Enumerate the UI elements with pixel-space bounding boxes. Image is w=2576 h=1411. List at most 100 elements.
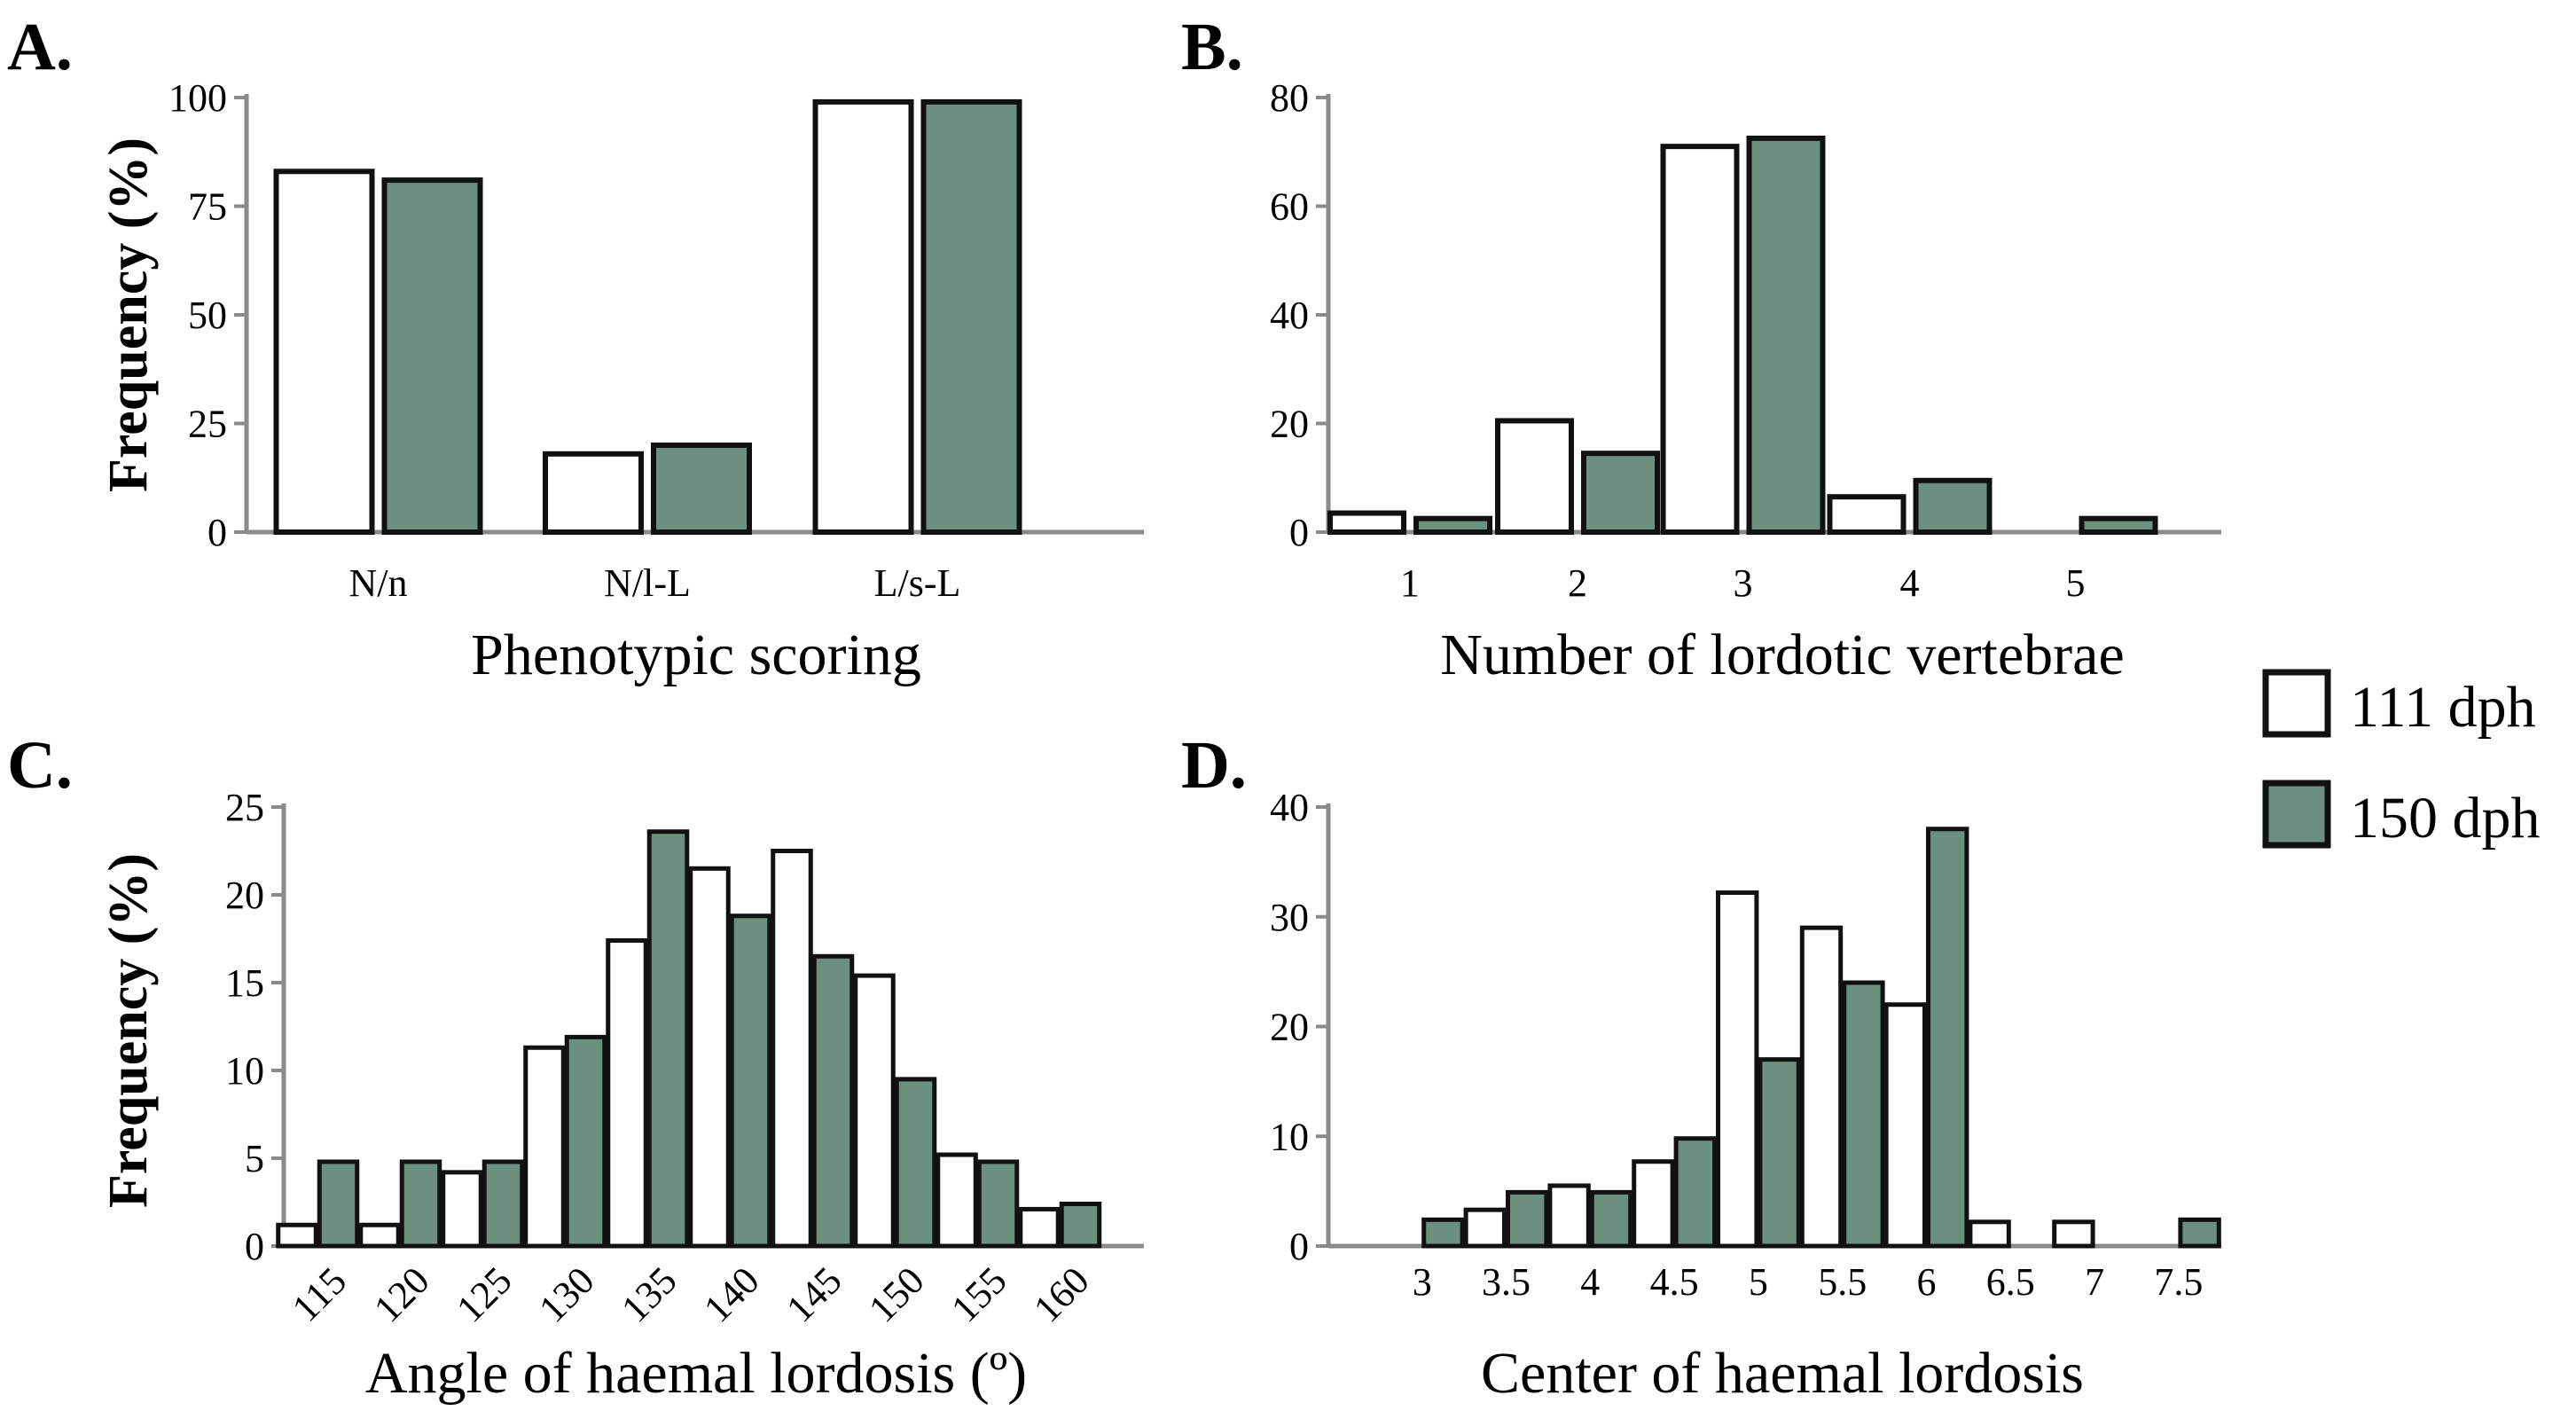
x-axis-label: Number of lordotic vertebrae <box>1440 623 2125 687</box>
y-tick-label: 20 <box>1270 403 1309 446</box>
x-tick-label: 120 <box>365 1258 437 1330</box>
y-axis-label: Frequency (%) <box>98 853 159 1208</box>
bar-150-dph <box>1581 451 1660 535</box>
bar-150-dph <box>894 1077 937 1249</box>
bar-111-dph <box>1968 1219 2011 1249</box>
y-tick-label: 25 <box>188 403 227 446</box>
bar-111-dph <box>1018 1206 1061 1249</box>
bar-150-dph <box>2079 515 2158 535</box>
x-tick-label: 160 <box>1025 1258 1097 1330</box>
y-tick-label: 40 <box>1270 294 1309 337</box>
x-tick-label: 7 <box>2085 1260 2104 1304</box>
x-tick-label: 3.5 <box>1482 1260 1531 1304</box>
bar-150-dph <box>1913 477 1993 535</box>
legend-swatch-111-dph <box>2262 669 2331 738</box>
bar-150-dph <box>1758 1057 1801 1249</box>
bar-150-dph <box>1589 1189 1633 1249</box>
x-tick-label: 3 <box>1734 561 1753 605</box>
bar-150-dph <box>729 913 772 1249</box>
bar-150-dph <box>564 1034 607 1249</box>
x-tick-label: 125 <box>448 1258 520 1330</box>
y-tick-label: 75 <box>188 185 227 229</box>
x-tick-label: 155 <box>943 1258 1014 1330</box>
panel-letter: D. <box>1181 728 1247 803</box>
bar-150-dph <box>1842 980 1885 1249</box>
y-tick-label: 100 <box>168 76 227 120</box>
bar-150-dph <box>1059 1201 1102 1249</box>
x-tick-label: N/l-L <box>604 561 691 605</box>
bar-150-dph <box>1413 515 1492 535</box>
bar-150-dph <box>1506 1189 1549 1249</box>
y-tick-label: 15 <box>225 961 264 1005</box>
x-tick-label: 5 <box>2066 561 2086 605</box>
bar-150-dph <box>399 1159 442 1249</box>
y-tick-label: 80 <box>1270 76 1309 120</box>
x-tick-label: 2 <box>1568 561 1587 605</box>
bar-111-dph <box>358 1222 401 1249</box>
x-tick-label: N/n <box>349 561 408 605</box>
bar-111-dph <box>1660 144 1740 535</box>
y-tick-label: 50 <box>188 294 227 337</box>
x-tick-label: 4 <box>1580 1260 1600 1304</box>
bar-111-dph <box>273 169 375 536</box>
bar-150-dph <box>317 1159 360 1249</box>
bar-111-dph <box>543 451 644 535</box>
bar-111-dph <box>1327 510 1406 535</box>
bar-111-dph <box>1716 890 1759 1249</box>
bar-111-dph <box>1883 1002 1928 1249</box>
bar-111-dph <box>2052 1219 2095 1249</box>
x-axis-label: Center of haemal lordosis <box>1481 1341 2084 1406</box>
bar-111-dph <box>688 866 731 1249</box>
x-axis-label: Angle of haemal lordosis (º) <box>365 1341 1027 1406</box>
x-tick-label: 6 <box>1917 1260 1937 1304</box>
y-tick-label: 0 <box>207 511 227 554</box>
panel-letter: C. <box>7 728 73 803</box>
bar-150-dph <box>1673 1136 1717 1249</box>
bar-111-dph <box>1463 1207 1507 1249</box>
y-tick-label: 40 <box>1270 786 1309 829</box>
bar-111-dph <box>606 937 648 1249</box>
x-tick-label: L/s-L <box>874 561 961 605</box>
x-tick-label: 135 <box>613 1258 685 1330</box>
bar-150-dph <box>811 953 855 1249</box>
bar-150-dph <box>2178 1217 2221 1249</box>
y-tick-label: 0 <box>1289 511 1309 554</box>
bar-150-dph <box>976 1159 1020 1249</box>
x-tick-label: 6.5 <box>1986 1260 2035 1304</box>
panel-b: B. 0 20 40 60 80 Number of lordotic vertebrae 1… <box>1181 10 2221 687</box>
x-tick-label: 1 <box>1400 561 1420 605</box>
panel-d: D. 0 10 20 30 40 Center of haemal lordosis 3 3.5… <box>1181 728 2221 1406</box>
bar-111-dph <box>1632 1159 1675 1249</box>
y-tick-label: 20 <box>225 874 264 917</box>
bar-111-dph <box>1547 1183 1591 1249</box>
legend: 111 dph 150 dph <box>2262 669 2541 851</box>
bar-111-dph <box>812 98 914 536</box>
legend-swatch-150-dph <box>2262 780 2331 849</box>
x-tick-label: 5.5 <box>1818 1260 1867 1304</box>
y-axis-label: Frequency (%) <box>98 137 159 492</box>
bar-111-dph <box>771 849 813 1249</box>
x-tick-label: 130 <box>530 1258 602 1330</box>
y-tick-label: 0 <box>1289 1225 1309 1268</box>
bar-111-dph <box>1495 418 1574 535</box>
x-tick-label: 3 <box>1413 1260 1432 1304</box>
x-tick-label: 145 <box>778 1258 850 1330</box>
x-axis-label: Phenotypic scoring <box>471 623 921 687</box>
bar-111-dph <box>936 1152 978 1249</box>
bar-111-dph <box>276 1222 318 1249</box>
panel-c: C. 0 5 10 15 20 25 Frequency (%) Angle of haemal… <box>7 728 1144 1406</box>
bar-150-dph <box>1421 1217 1465 1249</box>
legend-label-111-dph: 111 dph <box>2350 675 2536 740</box>
y-tick-label: 30 <box>1270 896 1309 939</box>
y-tick-label: 10 <box>225 1049 264 1093</box>
bar-150-dph <box>1746 135 1826 535</box>
bar-150-dph <box>651 443 752 535</box>
x-tick-label: 4 <box>1900 561 1920 605</box>
y-tick-label: 5 <box>245 1137 264 1180</box>
y-tick-label: 0 <box>245 1225 264 1268</box>
x-tick-label: 140 <box>695 1258 767 1330</box>
x-tick-label: 150 <box>860 1258 932 1330</box>
bar-150-dph <box>646 829 690 1249</box>
